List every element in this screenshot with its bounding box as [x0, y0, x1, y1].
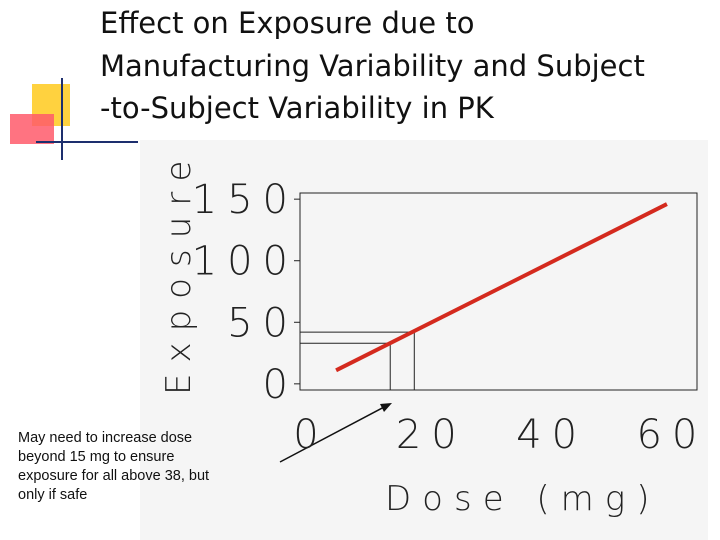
plot-frame: [299, 192, 698, 391]
y-tick-label: 50: [227, 300, 298, 346]
y-tick-label: 0: [263, 362, 298, 408]
chart-background: [140, 140, 708, 540]
annotation: beyond 15 mg to ensure: [18, 449, 174, 465]
y-tick-label: 100: [192, 239, 298, 285]
arrow-head: [380, 403, 392, 412]
y-axis-label: Exposure: [159, 150, 199, 395]
x-tick-label: 0: [293, 412, 328, 458]
decor-rect: [10, 114, 54, 144]
annotation: exposure for all above 38, but: [18, 468, 209, 484]
annotation: May need to increase dose: [18, 430, 192, 446]
x-tick-label: 20: [396, 412, 467, 458]
title-line: Effect on Exposure due to: [100, 6, 474, 40]
y-tick-label: 150: [192, 177, 298, 223]
x-tick-label: 60: [636, 412, 707, 458]
series-line: [335, 202, 668, 373]
x-tick-label: 40: [516, 412, 587, 458]
arrow: [279, 405, 387, 463]
title-line: -to-Subject Variability in PK: [100, 91, 495, 125]
annotation: only if safe: [18, 487, 87, 503]
title-line: Manufacturing Variability and Subject: [100, 49, 645, 83]
x-axis-label: Dose (mg): [385, 479, 660, 519]
